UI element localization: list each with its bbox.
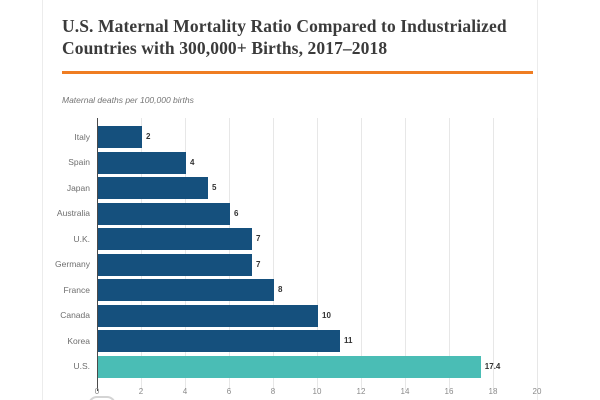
x-tick-label-0: 0	[94, 387, 100, 396]
x-tick-label-12: 12	[356, 387, 366, 396]
gridline-x-12	[361, 118, 362, 390]
category-label: Spain	[68, 157, 90, 167]
x-tick-label-6: 6	[226, 387, 232, 396]
bar-u-s-	[98, 355, 481, 378]
gridline-x-8	[273, 118, 274, 390]
x-tick-label-10: 10	[312, 387, 322, 396]
bar-value-label: 2	[146, 132, 151, 141]
x-tick-label-18: 18	[488, 387, 498, 396]
bar-korea	[98, 330, 340, 352]
bar-value-label: 17.4	[484, 361, 501, 371]
category-label: U.S.	[73, 361, 90, 371]
bar-value-label: 8	[278, 285, 283, 294]
category-label: Germany	[55, 259, 90, 269]
y-axis-line	[97, 118, 98, 391]
card-left-border	[42, 0, 43, 400]
bar-value-label: 11	[344, 336, 353, 345]
x-tick-label-20: 20	[532, 387, 542, 396]
accent-divider	[62, 71, 533, 74]
bar-value-label: 10	[322, 310, 331, 320]
gridline-x-16	[449, 118, 450, 390]
axis-units-label: Maternal deaths per 100,000 births	[62, 95, 194, 105]
bar-value-label: 4	[190, 157, 195, 167]
category-label: Australia	[56, 208, 90, 218]
category-label: France	[63, 284, 90, 295]
bar-germany	[98, 253, 252, 276]
bar-france	[98, 279, 274, 301]
gridline-x-18	[493, 118, 494, 390]
gridline-x-20	[537, 118, 538, 390]
gridline-x-10	[317, 118, 318, 390]
bar-italy	[98, 126, 142, 148]
bar-value-label: 6	[234, 208, 239, 218]
bar-canada	[98, 304, 318, 327]
bar-japan	[98, 177, 208, 199]
category-label: Korea	[67, 335, 90, 346]
chart-title: U.S. Maternal Mortality Ratio Compared t…	[62, 16, 507, 58]
category-label: Canada	[60, 310, 90, 320]
cutoff-logo-artifact	[88, 396, 116, 400]
y-axis-labels: Italy Spain Japan Australia U.K. Germany Franc…	[42, 118, 90, 385]
bar-australia	[98, 202, 230, 225]
gridline-x-14	[405, 118, 406, 390]
category-label: U.K.	[73, 233, 90, 244]
x-tick-label-16: 16	[444, 387, 454, 396]
category-label: Japan	[66, 182, 90, 193]
bar-u-k-	[98, 228, 252, 250]
plot-area: 2 4 5 6 7 7 8 10 11 17.4	[97, 118, 538, 391]
x-tick-label-2: 2	[138, 387, 144, 396]
x-tick-label-14: 14	[400, 387, 410, 396]
category-label: Italy	[74, 131, 90, 142]
x-tick-label-8: 8	[270, 387, 276, 396]
x-axis-labels: 0 2 4 6 8 10 12 14 16 18 20	[94, 387, 542, 399]
bar-spain	[98, 151, 186, 174]
bar-value-label: 7	[256, 259, 261, 269]
x-tick-label-4: 4	[182, 387, 188, 396]
bar-value-label: 7	[256, 234, 261, 243]
bar-value-label: 5	[212, 183, 217, 192]
